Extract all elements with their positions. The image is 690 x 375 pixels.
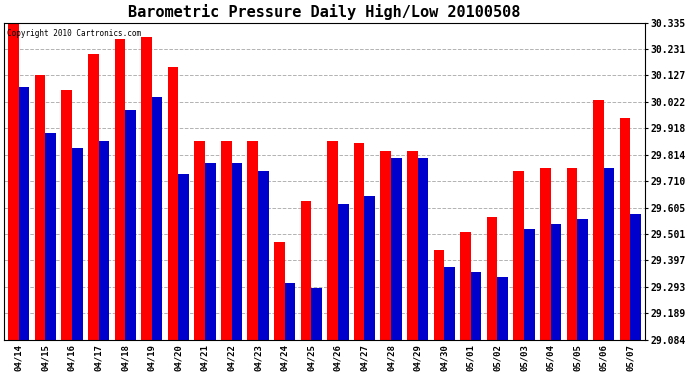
Bar <box>301 201 311 340</box>
Bar <box>34 75 46 340</box>
Bar <box>566 168 578 340</box>
Bar <box>61 90 72 340</box>
Bar <box>99 141 109 340</box>
Bar <box>338 204 348 340</box>
Bar <box>195 141 205 340</box>
Bar <box>551 224 561 340</box>
Bar <box>364 196 375 340</box>
Bar <box>433 249 444 340</box>
Bar <box>125 110 136 340</box>
Bar <box>141 37 152 340</box>
Bar <box>311 288 322 340</box>
Bar <box>19 87 30 340</box>
Bar <box>354 143 364 340</box>
Bar <box>248 141 258 340</box>
Bar <box>604 168 615 340</box>
Bar <box>380 151 391 340</box>
Bar <box>578 219 588 340</box>
Bar <box>391 158 402 340</box>
Bar <box>487 217 497 340</box>
Bar <box>524 229 535 340</box>
Bar <box>631 214 641 340</box>
Bar <box>152 98 162 340</box>
Bar <box>168 67 178 340</box>
Text: Copyright 2010 Cartronics.com: Copyright 2010 Cartronics.com <box>8 29 141 38</box>
Bar <box>258 171 268 340</box>
Bar <box>620 118 631 340</box>
Bar <box>460 232 471 340</box>
Bar <box>115 39 125 340</box>
Bar <box>46 133 56 340</box>
Bar <box>471 272 482 340</box>
Bar <box>593 100 604 340</box>
Bar <box>444 267 455 340</box>
Bar <box>72 148 83 340</box>
Bar <box>205 164 215 340</box>
Bar <box>540 168 551 340</box>
Bar <box>513 171 524 340</box>
Bar <box>417 158 428 340</box>
Bar <box>274 242 285 340</box>
Bar <box>232 164 242 340</box>
Bar <box>8 11 19 340</box>
Bar <box>327 141 338 340</box>
Bar <box>407 151 417 340</box>
Bar <box>88 54 99 340</box>
Bar <box>497 278 508 340</box>
Bar <box>221 141 232 340</box>
Bar <box>285 282 295 340</box>
Bar <box>178 174 189 340</box>
Title: Barometric Pressure Daily High/Low 20100508: Barometric Pressure Daily High/Low 20100… <box>128 4 521 20</box>
